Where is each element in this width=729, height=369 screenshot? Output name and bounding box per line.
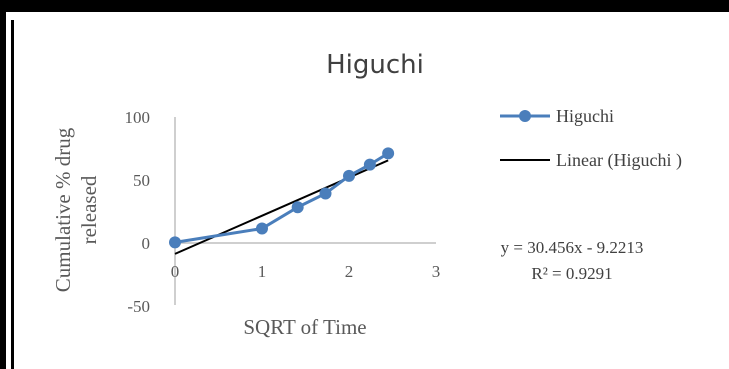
x-tick-label: 0 xyxy=(171,262,180,281)
x-tick-label: 2 xyxy=(345,262,354,281)
y-axis-label: Cumulative % drug released xyxy=(51,127,101,292)
data-point xyxy=(382,147,395,160)
data-point xyxy=(319,187,332,200)
y-tick-label: 50 xyxy=(133,171,150,190)
y-tick-label: 100 xyxy=(125,108,151,127)
trendline xyxy=(174,159,389,255)
data-point xyxy=(291,201,304,214)
legend: Higuchi Linear (Higuchi ) xyxy=(500,106,682,171)
x-tick-label: 1 xyxy=(258,262,267,281)
plot-area xyxy=(169,147,395,255)
data-point xyxy=(343,169,355,182)
x-axis-label: SQRT of Time xyxy=(243,315,366,339)
series-line xyxy=(174,152,389,244)
x-tick-label: 3 xyxy=(432,262,441,281)
y-axis-label-line-2: released xyxy=(77,175,101,244)
legend-trendline-label: Linear (Higuchi ) xyxy=(556,150,682,171)
data-point xyxy=(256,222,268,235)
data-point xyxy=(363,158,376,171)
legend-series-label: Higuchi xyxy=(556,106,614,126)
trendline-equation: y = 30.456x - 9.2213 xyxy=(501,238,644,257)
x-tick-labels: 0 1 2 3 xyxy=(171,262,441,281)
trendline-r-squared: R² = 0.9291 xyxy=(531,264,612,283)
y-axis-label-line-1: Cumulative % drug xyxy=(51,127,75,292)
y-tick-label: -50 xyxy=(127,297,150,316)
frame-inner-border xyxy=(11,20,14,369)
y-tick-label: 0 xyxy=(142,234,151,253)
legend-series-marker xyxy=(519,110,531,122)
y-tick-labels: 100 50 0 -50 xyxy=(125,108,151,316)
chart-title: Higuchi xyxy=(326,50,424,80)
data-point xyxy=(169,236,181,249)
